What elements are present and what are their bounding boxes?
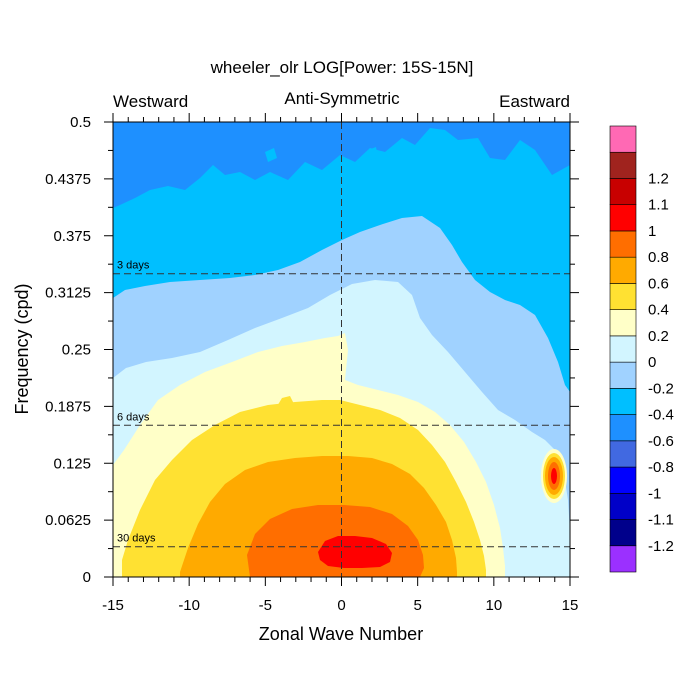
- colorbar-label: 1.1: [648, 197, 669, 214]
- colorbar-swatch: [609, 440, 637, 468]
- colorbar-swatch: [609, 256, 637, 284]
- contour-upper-spot-2: [368, 147, 378, 160]
- x-tick-label: 5: [413, 597, 421, 614]
- colorbar-label: 0.4: [648, 302, 669, 319]
- x-tick-label: -15: [102, 597, 124, 614]
- chart-title: wheeler_olr LOG[Power: 15S-15N]: [210, 58, 474, 77]
- period-line-label: 6 days: [117, 411, 150, 423]
- y-tick-label: 0.125: [53, 455, 91, 472]
- x-axis-label: Zonal Wave Number: [259, 624, 423, 644]
- colorbar-swatch: [609, 125, 637, 153]
- y-tick-label: 0.4375: [45, 171, 91, 188]
- contour-spot-0.2-0.4: [276, 396, 294, 418]
- contour-upper-band: [113, 122, 570, 208]
- y-axis-label: Frequency (cpd): [12, 283, 32, 414]
- x-tick-label: 15: [562, 597, 579, 614]
- colorbar-swatch: [609, 361, 637, 389]
- colorbar-label: -1.2: [648, 538, 674, 555]
- y-tick-label: 0.25: [62, 342, 91, 359]
- contour-upper-spot-1: [265, 148, 277, 162]
- colorbar-swatch: [609, 230, 637, 258]
- y-tick-label: 0.1875: [45, 398, 91, 415]
- y-tick-label: 0.375: [53, 228, 91, 245]
- period-line-label: 30 days: [117, 533, 156, 545]
- colorbar-label: -0.6: [648, 433, 674, 450]
- colorbar-swatch: [609, 335, 637, 363]
- colorbar-swatch: [609, 388, 637, 415]
- colorbar-swatch: [609, 545, 637, 573]
- period-line-label: 3 days: [117, 260, 150, 272]
- contour-level-0.8-1: [318, 536, 392, 568]
- y-tick-label: 0.3125: [45, 285, 91, 302]
- colorbar-label: 0: [648, 354, 656, 371]
- colorbar-swatch: [609, 414, 637, 442]
- colorbar-label: 0.2: [648, 328, 669, 345]
- colorbar-swatch: [609, 283, 637, 310]
- colorbar-label: -1: [648, 485, 661, 502]
- x-tick-label: 10: [485, 597, 502, 614]
- colorbar-swatch: [609, 519, 637, 547]
- x-tick-label: -5: [259, 597, 272, 614]
- colorbar-label: -1.1: [648, 512, 674, 529]
- colorbar-swatch: [609, 204, 637, 232]
- power-contour-field: [113, 122, 570, 577]
- colorbar-swatch: [609, 466, 637, 494]
- reference-lines: 3 days 6 days 30 days: [113, 122, 570, 577]
- x-tick-label: 0: [337, 597, 345, 614]
- colorbar: -1.2 -1.1 -1 -0.8 -0.6 -0.4 -0.2 0 0.2 0.4 0.6 0.8 1…: [609, 125, 674, 573]
- x-tick-label: -10: [178, 597, 200, 614]
- colorbar-label: 0.8: [648, 249, 669, 266]
- hotspot-level-1: [551, 468, 557, 484]
- colorbar-label: -0.4: [648, 407, 674, 424]
- westward-label: Westward: [113, 92, 188, 111]
- y-tick-label: 0: [83, 569, 91, 586]
- colorbar-swatch: [609, 151, 637, 179]
- colorbar-label: -0.8: [648, 459, 674, 476]
- colorbar-label: -0.2: [648, 380, 674, 397]
- colorbar-label: 1: [648, 223, 656, 240]
- colorbar-swatch: [609, 492, 637, 520]
- eastward-label: Eastward: [499, 92, 570, 111]
- colorbar-swatch: [609, 309, 637, 337]
- colorbar-swatch: [609, 178, 637, 206]
- chart-subtitle: Anti-Symmetric: [284, 89, 400, 108]
- y-tick-label: 0.5: [70, 114, 91, 131]
- colorbar-label: 0.6: [648, 275, 669, 292]
- colorbar-label: 1.2: [648, 170, 669, 187]
- contour-low-notch: [549, 366, 556, 384]
- axes: -15 -10 -5 0 5 10 15 0 0.0625 0.125 0.1875 0.25 0.31…: [45, 113, 579, 614]
- y-tick-label: 0.0625: [45, 512, 91, 529]
